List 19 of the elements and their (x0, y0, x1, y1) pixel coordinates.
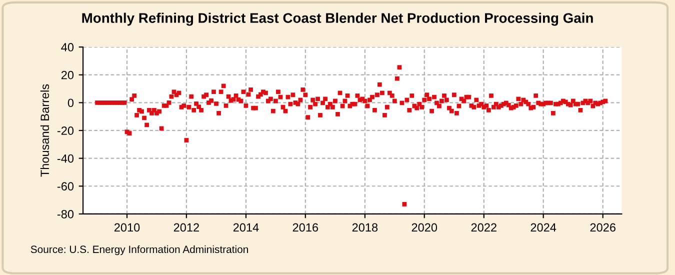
x-tick-label: 2026 (590, 223, 616, 232)
x-tick-label: 2016 (292, 223, 318, 232)
x-tick-label: 2022 (471, 223, 496, 232)
x-tick-label: 2018 (352, 223, 378, 232)
x-tick-label: 2010 (114, 223, 140, 232)
y-tick-label: -80 (57, 210, 74, 218)
y-tick-label: -60 (57, 182, 74, 191)
y-axis-title: Thousand Barrels (40, 84, 50, 177)
y-tick-label: -40 (57, 154, 74, 163)
chart-title: Monthly Refining District East Coast Blender Net Production Processing Gain (82, 12, 593, 26)
y-tick-label: 40 (61, 43, 74, 52)
x-tick-label: 2012 (174, 223, 199, 232)
x-tick-label: 2014 (233, 223, 259, 232)
y-tick-label: -20 (57, 126, 74, 135)
x-tick-label: 2020 (412, 223, 438, 232)
x-tick-label: 2024 (530, 223, 556, 232)
source-note: Source: U.S. Energy Information Administration (30, 245, 248, 256)
y-tick-label: 20 (61, 70, 74, 80)
y-tick-label: 0 (68, 98, 74, 108)
